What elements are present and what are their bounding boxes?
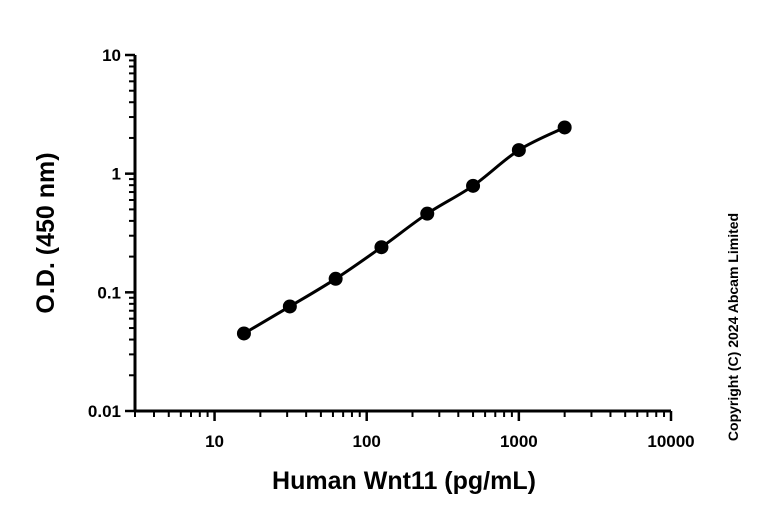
data-points [236, 120, 572, 341]
x-tick-label: 10 [205, 432, 224, 451]
data-point [282, 299, 297, 314]
y-tick-label: 0.1 [97, 283, 121, 302]
y-axis-title: O.D. (450 nm) [32, 152, 60, 313]
y-tick-label: 0.01 [88, 402, 121, 421]
data-point [557, 120, 572, 135]
x-tick-label: 10000 [647, 432, 694, 451]
data-point [466, 178, 481, 193]
data-point [511, 143, 526, 158]
ticks: 10 100 1000 10000 0.01 0.1 1 10 [88, 46, 695, 451]
axes [133, 55, 671, 413]
x-tick-label: 1000 [500, 432, 538, 451]
x-tick-label: 100 [353, 432, 381, 451]
data-point [420, 206, 435, 221]
y-tick-label: 1 [112, 165, 121, 184]
copyright-text: Copyright (C) 2024 Abcam Limited [725, 213, 741, 441]
data-point [236, 326, 251, 341]
y-tick-label: 10 [102, 46, 121, 65]
x-axis-title: Human Wnt11 (pg/mL) [272, 467, 536, 495]
data-point [328, 271, 343, 286]
data-point [374, 240, 389, 255]
